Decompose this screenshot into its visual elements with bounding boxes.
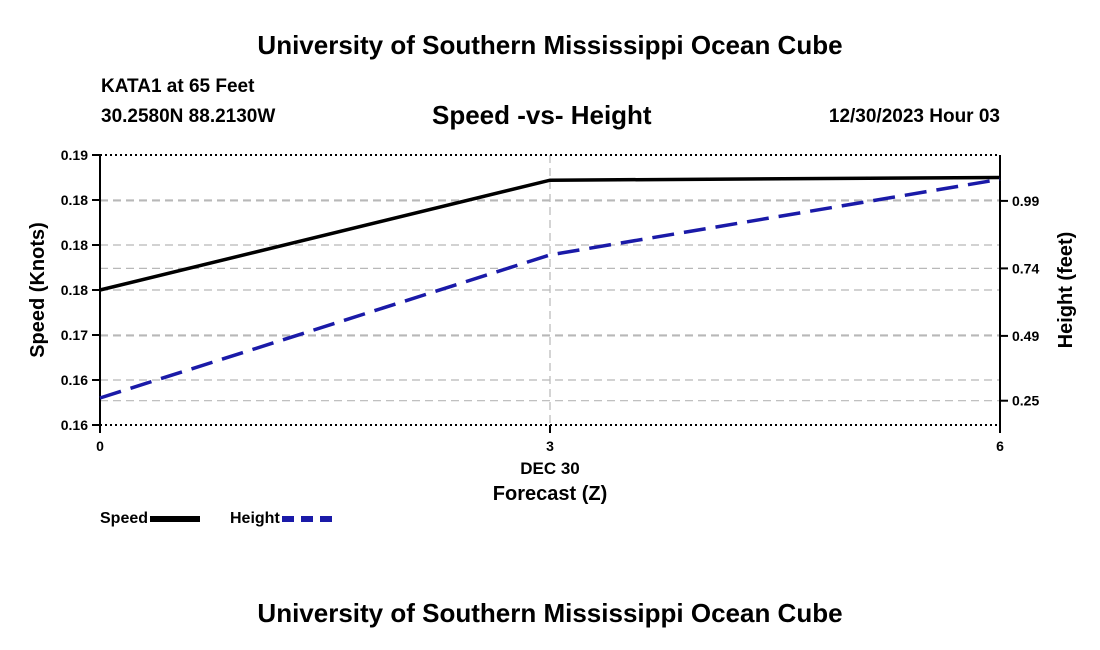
y-left-tick-label-5: 0.18 (61, 192, 88, 208)
legend-item-height: Height (230, 510, 332, 528)
y-left-axis-label: Speed (Knots) (27, 222, 49, 358)
legend-label-height: Height (230, 510, 280, 527)
y-right-tick-label-0: 0.25 (1012, 393, 1039, 409)
y-right-tick-label-3: 0.99 (1012, 193, 1039, 209)
x-axis-label: Forecast (Z) (493, 483, 607, 505)
chart-title: Speed -vs- Height (432, 100, 652, 130)
y-right-axis-label: Height (feet) (1055, 232, 1077, 349)
page-title: University of Southern Mississippi Ocean… (257, 30, 843, 60)
x-tick-label-1: 3 (546, 438, 554, 454)
series-line-height (99, 177, 1001, 400)
station-label: KATA1 at 65 Feet (101, 76, 255, 97)
legend-item-speed: Speed (100, 510, 201, 528)
x-tick-label-0: 0 (96, 438, 104, 454)
legend-swatch-speed (150, 516, 201, 522)
y-right-tick-label-2: 0.74 (1012, 260, 1039, 276)
y-left-tick-label-4: 0.18 (61, 237, 88, 253)
y-left-tick-label-0: 0.16 (61, 417, 88, 433)
series-line-speed (99, 175, 1001, 292)
forecast-date-label: 12/30/2023 Hour 03 (828, 106, 1000, 127)
axes: 0.16 0.16 0.17 0.18 0.18 0.18 0.19 0.25 0.49 0.74… (27, 147, 1077, 505)
x-axis-date-label: DEC 30 (520, 459, 580, 478)
y-left-tick-label-1: 0.16 (61, 372, 88, 388)
y-left-tick-label-6: 0.19 (61, 147, 88, 163)
coordinates-label: 30.2580N 88.2130W (101, 106, 276, 127)
series-lines (99, 175, 1001, 400)
legend-swatch-height (281, 516, 332, 522)
grid-lines (100, 155, 1000, 425)
footer-title: University of Southern Mississippi Ocean… (257, 598, 843, 628)
y-left-tick-label-2: 0.17 (61, 327, 88, 343)
y-left-tick-label-3: 0.18 (61, 282, 88, 298)
legend-label-speed: Speed (100, 510, 149, 527)
x-tick-label-2: 6 (996, 438, 1004, 454)
y-right-tick-label-1: 0.49 (1012, 328, 1039, 344)
